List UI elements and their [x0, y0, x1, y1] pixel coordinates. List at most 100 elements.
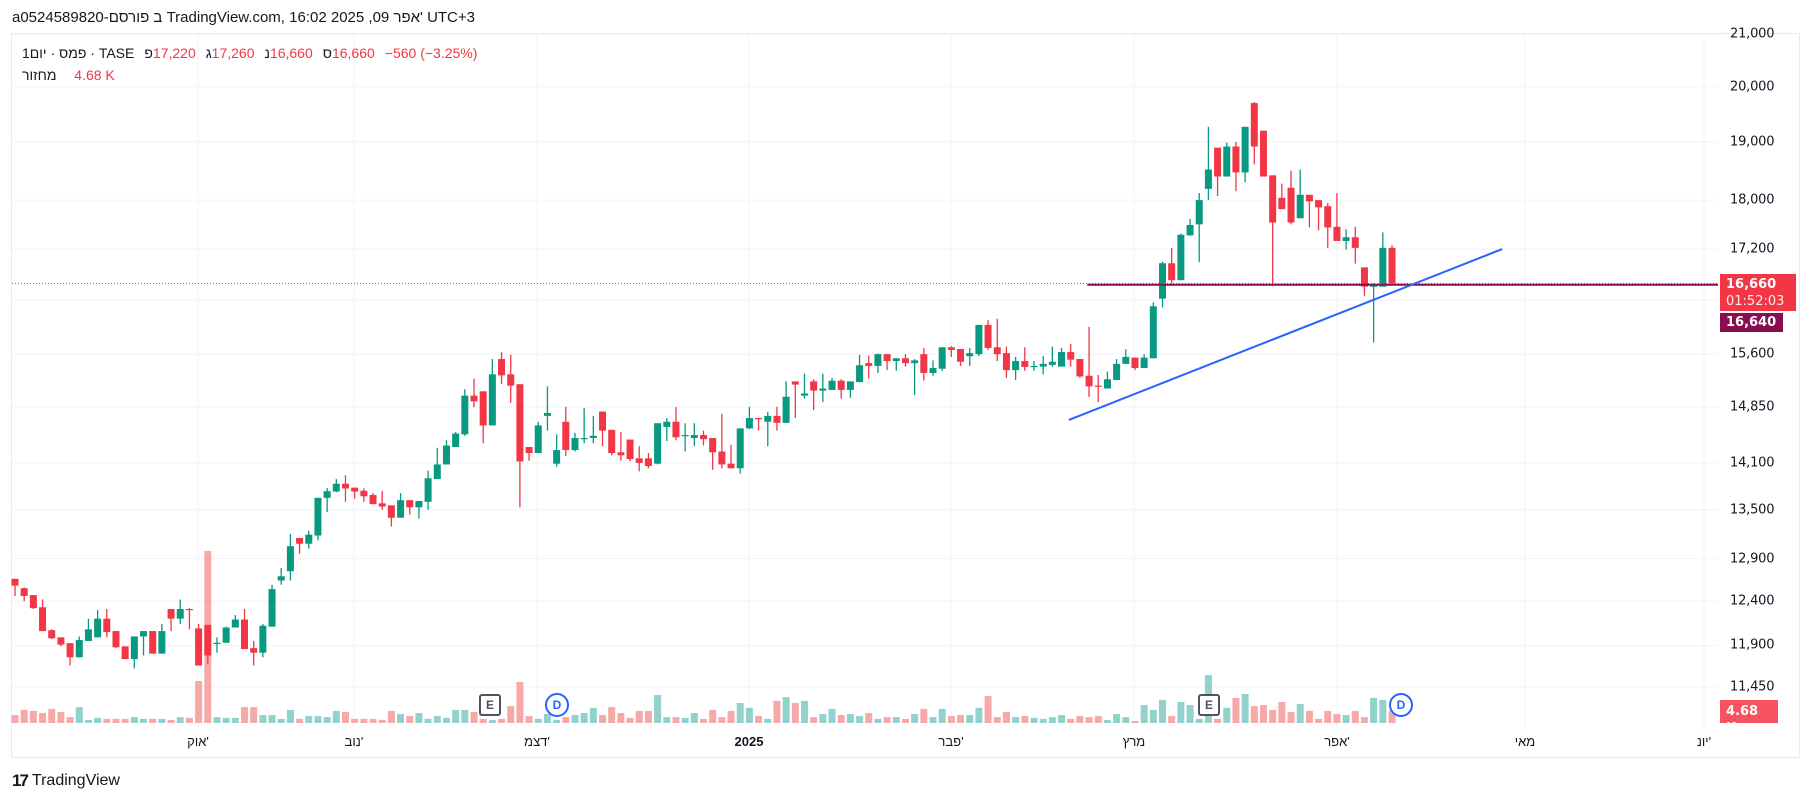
- candle-body: [341, 483, 349, 489]
- volume-bar: [1241, 694, 1249, 723]
- volume-bar: [351, 718, 359, 723]
- volume-bar: [103, 718, 111, 723]
- candle-body: [20, 588, 28, 596]
- candle: [121, 646, 129, 660]
- candle-body: [57, 637, 65, 645]
- candle-body: [543, 412, 551, 416]
- volume-bar: [84, 719, 92, 723]
- volume-bar: [644, 710, 652, 723]
- candle: [48, 629, 56, 640]
- volume-bar: [94, 717, 102, 723]
- candle: [29, 595, 37, 610]
- candle: [433, 447, 441, 480]
- earnings-event-marker[interactable]: E: [479, 694, 501, 716]
- candle-body: [222, 627, 230, 643]
- volume-bar: [1012, 717, 1020, 723]
- candle-body: [241, 619, 248, 650]
- volume-bar: [1140, 705, 1148, 723]
- candle: [553, 434, 561, 467]
- price-tick-label: 13,500: [1730, 502, 1775, 518]
- candle-body: [599, 411, 607, 431]
- candle: [617, 432, 625, 461]
- candle: [305, 530, 313, 549]
- candle: [1204, 126, 1212, 201]
- legend-separator: ·: [46, 45, 60, 61]
- volume-bar: [1324, 710, 1332, 723]
- candle-body: [1360, 267, 1368, 287]
- candle: [75, 636, 83, 658]
- tradingview-brand[interactable]: 17 TradingView: [12, 771, 120, 791]
- candle-body: [1168, 263, 1176, 281]
- volume-bar: [617, 713, 625, 723]
- candle: [911, 358, 919, 395]
- time-tick-label: אוק': [187, 734, 209, 749]
- candle-body: [1296, 194, 1304, 219]
- volume-bar: [1039, 718, 1047, 723]
- dividend-event-marker[interactable]: D: [545, 693, 569, 717]
- volume-bar: [479, 718, 487, 723]
- candle: [250, 640, 258, 666]
- candle-body: [644, 458, 652, 466]
- earnings-event-marker[interactable]: E: [1198, 694, 1220, 716]
- candle-body: [1232, 146, 1240, 173]
- candle-body: [360, 490, 368, 497]
- candle-body: [442, 445, 450, 465]
- candle-body: [938, 347, 946, 369]
- candle: [1103, 371, 1111, 389]
- candle-body: [1214, 147, 1222, 177]
- volume-bar: [1287, 711, 1295, 723]
- candle: [1250, 101, 1258, 165]
- candle-body: [167, 609, 175, 619]
- candle-body: [1067, 352, 1075, 360]
- volume-bar: [286, 709, 294, 723]
- candle-body: [94, 618, 102, 638]
- candle: [700, 430, 707, 446]
- candle-body: [791, 381, 799, 385]
- candle: [938, 347, 946, 371]
- candle: [470, 378, 478, 408]
- dividend-event-marker[interactable]: D: [1389, 693, 1413, 717]
- candle: [901, 354, 909, 367]
- candle-body: [1002, 353, 1010, 371]
- volume-legend[interactable]: מחזור 4.68 K: [22, 67, 115, 83]
- candle-body: [286, 546, 294, 572]
- volume-bar: [167, 719, 175, 723]
- candle: [39, 599, 47, 632]
- candle-body: [176, 609, 184, 619]
- candle-body: [1159, 263, 1166, 299]
- candle-body: [635, 458, 643, 463]
- candle: [635, 446, 643, 472]
- candle-body: [406, 500, 414, 508]
- volume-bar: [764, 718, 772, 723]
- candle-body: [993, 347, 1001, 355]
- candle-body: [1177, 234, 1185, 281]
- candle-body: [479, 391, 487, 426]
- candle-body: [617, 452, 625, 456]
- volume-bar: [222, 717, 230, 723]
- candle: [1287, 170, 1295, 225]
- volume-bar: [259, 715, 267, 723]
- candle: [1012, 356, 1020, 380]
- candle-body: [1287, 187, 1295, 223]
- candle-body: [452, 433, 460, 448]
- candle-body: [1186, 224, 1194, 236]
- candle-body: [1103, 379, 1111, 389]
- volume-bar: [433, 716, 441, 723]
- price-tick-label: 19,000: [1730, 134, 1775, 150]
- volume-bar: [1232, 697, 1240, 723]
- grid-lines: [12, 33, 1718, 731]
- candle: [1113, 358, 1121, 380]
- candle-body: [498, 358, 506, 376]
- candle: [1388, 245, 1396, 284]
- candle: [589, 415, 597, 444]
- symbol-legend[interactable]: 1יום · פמס · TASE פ 17,220 ג 17,260 נ 16,66…: [22, 45, 477, 61]
- candle: [1259, 130, 1267, 177]
- candle-body: [984, 324, 992, 348]
- candle: [1342, 229, 1350, 250]
- candle: [1195, 193, 1203, 263]
- candle-body: [277, 576, 285, 581]
- volume-bar: [1305, 710, 1313, 723]
- price-tick-label: 21,000: [1730, 26, 1775, 42]
- candle-body: [663, 421, 671, 427]
